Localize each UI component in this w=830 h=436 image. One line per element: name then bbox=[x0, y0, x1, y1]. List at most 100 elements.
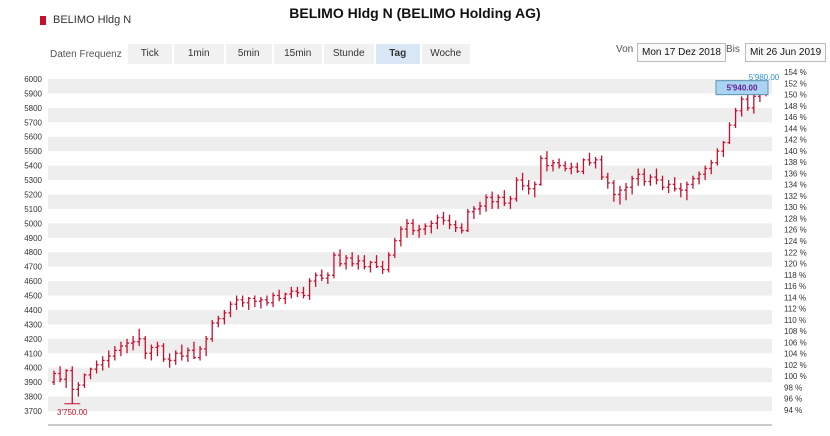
ohlc-bar bbox=[459, 223, 464, 234]
ohlc-bar bbox=[477, 201, 482, 215]
grid-band bbox=[48, 367, 772, 383]
ohlc-bar bbox=[258, 296, 263, 309]
ohlc-bar bbox=[672, 177, 677, 192]
y-tick-label: 4400 bbox=[24, 306, 42, 315]
to-date-field[interactable]: Mit 26 Jun 2019 bbox=[745, 43, 827, 62]
legend-swatch bbox=[40, 15, 46, 25]
ohlc-bar bbox=[100, 356, 105, 371]
ohlc-bar bbox=[240, 295, 245, 308]
ohlc-bar bbox=[271, 292, 276, 308]
ohlc-bar bbox=[520, 172, 525, 191]
ohlc-bar bbox=[684, 181, 689, 201]
y2-tick-label: 118 % bbox=[784, 271, 806, 280]
y2-tick-label: 144 % bbox=[784, 124, 807, 133]
grid-band bbox=[48, 252, 772, 267]
from-date-field[interactable]: Mon 17 Dez 2018 bbox=[637, 43, 726, 62]
tab-stunde[interactable]: Stunde bbox=[323, 44, 374, 64]
y-tick-label: 5500 bbox=[24, 147, 42, 156]
legend-label: BELIMO Hldg N bbox=[53, 14, 132, 26]
y-tick-label: 3700 bbox=[24, 407, 42, 416]
ohlc-bar bbox=[392, 237, 397, 258]
ohlc-bar bbox=[149, 344, 154, 361]
ohlc-bar bbox=[423, 223, 428, 235]
ohlc-bar bbox=[191, 341, 196, 360]
tab-15min[interactable]: 15min bbox=[273, 44, 322, 64]
ohlc-bar bbox=[453, 220, 458, 233]
y-tick-label: 3900 bbox=[24, 378, 42, 387]
ohlc-bar bbox=[733, 107, 738, 129]
ohlc-bar bbox=[721, 141, 726, 157]
ohlc-bar bbox=[575, 162, 580, 173]
ohlc-bar bbox=[380, 260, 385, 274]
grid-band bbox=[48, 338, 772, 354]
tab-5min[interactable]: 5min bbox=[225, 44, 272, 64]
tab-1min[interactable]: 1min bbox=[173, 44, 224, 64]
ohlc-bar bbox=[179, 344, 184, 361]
y-tick-label: 5300 bbox=[24, 176, 42, 185]
y2-tick-label: 138 % bbox=[784, 158, 807, 167]
y2-tick-label: 116 % bbox=[784, 282, 806, 291]
ohlc-bar bbox=[82, 373, 87, 388]
tab-woche[interactable]: Woche bbox=[421, 44, 470, 64]
ohlc-bar bbox=[264, 295, 269, 306]
ohlc-bar bbox=[660, 175, 665, 191]
y-tick-label: 4800 bbox=[24, 248, 42, 257]
y2-tick-label: 134 % bbox=[784, 181, 807, 190]
y-tick-label: 4100 bbox=[24, 349, 42, 358]
y2-tick-label: 132 % bbox=[784, 192, 807, 201]
y2-tick-label: 100 % bbox=[784, 372, 807, 381]
ohlc-bar bbox=[642, 168, 647, 186]
ohlc-bar bbox=[246, 296, 251, 310]
y2-tick-label: 146 % bbox=[784, 113, 807, 122]
ohlc-bar bbox=[709, 159, 714, 175]
ohlc-bar bbox=[118, 341, 123, 357]
ohlc-bar bbox=[277, 289, 282, 302]
ohlc-bar bbox=[490, 191, 495, 209]
y2-tick-label: 150 % bbox=[784, 91, 807, 100]
y2-tick-label: 98 % bbox=[784, 383, 802, 392]
ohlc-bar bbox=[368, 260, 373, 273]
y2-tick-label: 124 % bbox=[784, 237, 807, 246]
y-tick-label: 4600 bbox=[24, 277, 42, 286]
ohlc-bar bbox=[544, 151, 549, 172]
ohlc-bar bbox=[617, 185, 622, 205]
y2-tick-label: 136 % bbox=[784, 169, 807, 178]
ohlc-bar bbox=[551, 159, 556, 172]
grid-band bbox=[48, 79, 772, 94]
ohlc-bar bbox=[143, 335, 148, 360]
ohlc-bar bbox=[435, 214, 440, 230]
grid-band bbox=[48, 396, 772, 411]
ohlc-bar bbox=[344, 255, 349, 270]
y2-tick-label: 152 % bbox=[784, 79, 807, 88]
ohlc-bar bbox=[593, 156, 598, 169]
ohlc-bar bbox=[350, 252, 355, 267]
ohlc-bar bbox=[557, 158, 562, 169]
ohlc-bar bbox=[307, 278, 312, 300]
ohlc-bar bbox=[727, 122, 732, 144]
y2-tick-label: 110 % bbox=[784, 316, 806, 325]
ohlc-bar bbox=[325, 272, 330, 284]
tab-tick[interactable]: Tick bbox=[127, 44, 172, 64]
ohlc-bar bbox=[131, 335, 136, 351]
y2-tick-label: 102 % bbox=[784, 361, 807, 370]
ohlc-bar bbox=[301, 286, 306, 299]
ohlc-bar bbox=[137, 328, 142, 347]
y-tick-label: 5800 bbox=[24, 104, 42, 113]
frequency-toolbar: Daten Frequenz Tick 1min 5min 15min Stun… bbox=[50, 44, 472, 64]
ohlc-bar bbox=[198, 346, 203, 361]
ohlc-bar bbox=[429, 220, 434, 234]
ohlc-bar bbox=[125, 338, 130, 354]
y-tick-label: 5700 bbox=[24, 118, 42, 127]
tab-tag[interactable]: Tag bbox=[375, 44, 420, 64]
ohlc-bar bbox=[751, 93, 756, 114]
ohlc-bar bbox=[204, 335, 209, 357]
y2-tick-label: 94 % bbox=[784, 406, 802, 415]
ohlc-bar bbox=[222, 309, 227, 325]
ohlc-bar bbox=[465, 208, 470, 233]
y2-tick-label: 130 % bbox=[784, 203, 807, 212]
ohlc-bar bbox=[52, 370, 56, 386]
ohlc-bar bbox=[636, 168, 641, 186]
ohlc-bar bbox=[106, 350, 111, 368]
ohlc-bar bbox=[58, 366, 63, 383]
